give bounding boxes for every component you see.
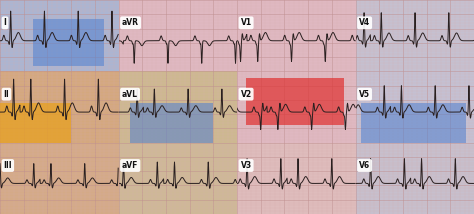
- Text: II: II: [3, 90, 9, 99]
- Bar: [0, 71, 118, 143]
- Bar: [0, 103, 71, 143]
- Text: aVR: aVR: [122, 18, 139, 27]
- Bar: [356, 71, 474, 143]
- Text: V3: V3: [240, 161, 252, 170]
- Bar: [237, 143, 356, 214]
- Text: V1: V1: [240, 18, 252, 27]
- Text: aVL: aVL: [122, 90, 138, 99]
- Text: aVF: aVF: [122, 161, 138, 170]
- Bar: [118, 0, 237, 71]
- Bar: [0, 0, 118, 71]
- Bar: [356, 0, 474, 71]
- Text: V6: V6: [359, 161, 370, 170]
- Text: V4: V4: [359, 18, 370, 27]
- Bar: [361, 103, 465, 143]
- Bar: [0, 143, 118, 214]
- Bar: [246, 79, 344, 125]
- Text: I: I: [3, 18, 7, 27]
- Bar: [237, 0, 356, 71]
- Text: V2: V2: [240, 90, 252, 99]
- Bar: [237, 71, 356, 143]
- Bar: [130, 103, 213, 143]
- Bar: [33, 19, 104, 66]
- Bar: [118, 143, 237, 214]
- Text: V5: V5: [359, 90, 370, 99]
- Text: III: III: [3, 161, 12, 170]
- Bar: [356, 143, 474, 214]
- Bar: [118, 71, 237, 143]
